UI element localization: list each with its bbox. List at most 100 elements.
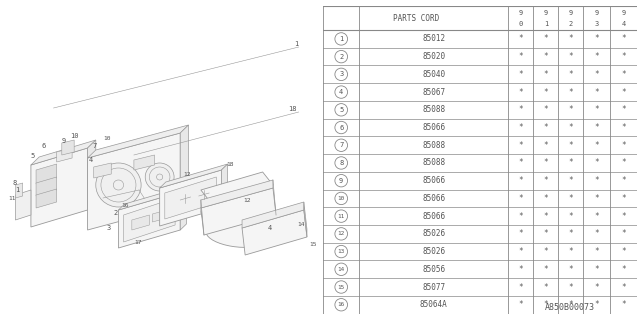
Text: 85020: 85020 (422, 52, 445, 61)
Polygon shape (31, 140, 96, 165)
Polygon shape (132, 215, 149, 230)
Text: 85026: 85026 (422, 229, 445, 238)
Text: *: * (518, 35, 523, 44)
Text: 3: 3 (339, 71, 343, 77)
Text: *: * (595, 265, 599, 274)
Polygon shape (221, 164, 228, 208)
Text: 4: 4 (268, 225, 272, 231)
Text: *: * (568, 212, 573, 220)
Text: *: * (595, 283, 599, 292)
Text: 1: 1 (15, 187, 20, 193)
Text: *: * (568, 105, 573, 114)
Polygon shape (159, 164, 228, 188)
Text: 7: 7 (93, 143, 97, 149)
Polygon shape (15, 190, 31, 220)
Text: 2: 2 (113, 210, 118, 216)
Text: *: * (543, 300, 548, 309)
Text: 15: 15 (309, 242, 317, 247)
Text: *: * (568, 247, 573, 256)
Text: *: * (621, 176, 626, 185)
Polygon shape (88, 133, 180, 230)
Text: *: * (543, 70, 548, 79)
Text: *: * (568, 176, 573, 185)
Polygon shape (201, 197, 273, 247)
Text: *: * (595, 141, 599, 150)
Text: 13: 13 (338, 249, 345, 254)
Text: 2: 2 (339, 54, 343, 60)
Polygon shape (36, 164, 57, 184)
Text: *: * (595, 229, 599, 238)
Text: *: * (595, 300, 599, 309)
Text: *: * (543, 265, 548, 274)
Text: 1: 1 (544, 21, 548, 27)
Text: *: * (543, 158, 548, 167)
Text: *: * (621, 158, 626, 167)
Text: *: * (543, 105, 548, 114)
Text: 85077: 85077 (422, 283, 445, 292)
Text: *: * (518, 70, 523, 79)
Text: 2: 2 (569, 21, 573, 27)
Text: *: * (621, 212, 626, 220)
Polygon shape (201, 180, 273, 208)
Text: *: * (568, 35, 573, 44)
Polygon shape (88, 140, 96, 210)
Text: A850B00073: A850B00073 (545, 303, 595, 312)
Text: 11: 11 (8, 196, 16, 201)
Text: 18: 18 (227, 162, 234, 167)
Text: 85066: 85066 (422, 194, 445, 203)
Text: *: * (543, 229, 548, 238)
Text: 5: 5 (31, 153, 35, 159)
Text: 8: 8 (12, 180, 17, 186)
Text: 12: 12 (338, 231, 345, 236)
Text: *: * (568, 283, 573, 292)
Text: *: * (595, 105, 599, 114)
Polygon shape (201, 172, 273, 203)
Text: 14: 14 (338, 267, 345, 272)
Text: 85012: 85012 (422, 35, 445, 44)
Text: 16: 16 (122, 203, 129, 208)
Text: 3: 3 (106, 225, 110, 231)
Text: *: * (543, 141, 548, 150)
Text: *: * (518, 105, 523, 114)
Text: 9: 9 (518, 10, 523, 16)
Circle shape (145, 163, 174, 191)
Text: *: * (595, 88, 599, 97)
Text: *: * (568, 265, 573, 274)
Text: *: * (568, 194, 573, 203)
Text: *: * (621, 247, 626, 256)
Text: *: * (518, 300, 523, 309)
Text: *: * (568, 123, 573, 132)
Text: 10: 10 (70, 133, 79, 139)
Text: *: * (543, 212, 548, 220)
Text: 1: 1 (294, 41, 299, 47)
Text: *: * (518, 88, 523, 97)
Text: 9: 9 (595, 10, 599, 16)
Text: *: * (543, 52, 548, 61)
Polygon shape (118, 186, 186, 210)
Text: *: * (595, 123, 599, 132)
Text: 85064A: 85064A (420, 300, 447, 309)
Polygon shape (180, 186, 186, 230)
Polygon shape (93, 163, 111, 178)
Text: 85088: 85088 (422, 105, 445, 114)
Polygon shape (31, 148, 88, 227)
Text: *: * (621, 123, 626, 132)
Text: 9: 9 (339, 178, 343, 184)
Text: 5: 5 (339, 107, 343, 113)
Text: *: * (595, 247, 599, 256)
Text: *: * (543, 194, 548, 203)
Text: *: * (595, 158, 599, 167)
Text: *: * (568, 158, 573, 167)
Polygon shape (152, 210, 167, 222)
Text: 85088: 85088 (422, 141, 445, 150)
Text: *: * (518, 141, 523, 150)
Polygon shape (304, 202, 307, 237)
Text: *: * (621, 105, 626, 114)
Text: 4: 4 (621, 21, 625, 27)
Text: 16: 16 (338, 302, 345, 307)
Polygon shape (88, 125, 189, 158)
Text: 15: 15 (338, 284, 345, 290)
Text: *: * (543, 283, 548, 292)
Text: *: * (518, 247, 523, 256)
Text: *: * (518, 212, 523, 220)
